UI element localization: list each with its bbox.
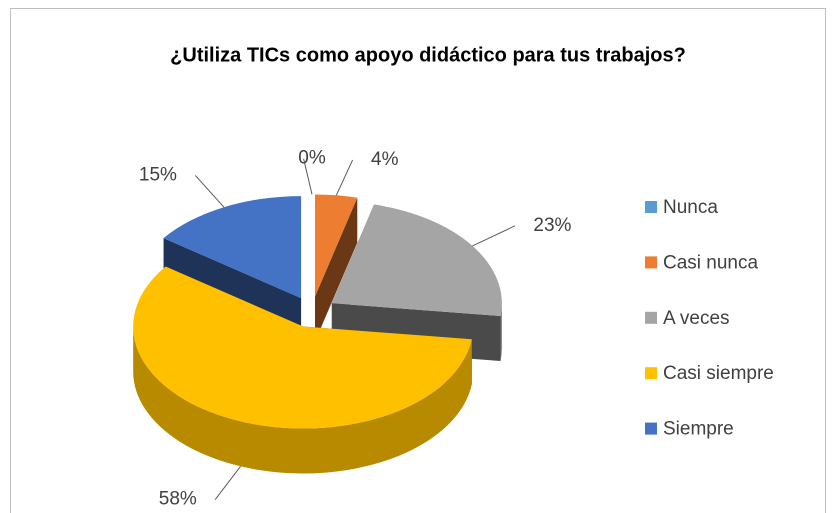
slice-wall	[133, 326, 472, 474]
legend-swatch	[645, 311, 657, 324]
leader-line	[335, 159, 354, 196]
legend-swatch	[645, 422, 657, 435]
pie-slice	[315, 194, 358, 297]
chart-title: ¿Utiliza TICs como apoyo didáctico para …	[170, 44, 686, 66]
pie-slice	[133, 266, 472, 429]
leader-line	[472, 225, 516, 247]
data-label: 0%	[298, 148, 326, 169]
slice-wall	[500, 303, 502, 362]
legend-label: A veces	[663, 308, 730, 329]
data-label: 4%	[371, 149, 399, 170]
data-label: 15%	[139, 164, 177, 185]
legend-swatch	[645, 367, 657, 380]
legend-label: Casi nunca	[663, 252, 758, 273]
data-label: 58%	[159, 489, 197, 510]
legend-swatch	[645, 201, 657, 213]
leader-line	[194, 175, 225, 208]
legend-label: Casi siempre	[663, 363, 774, 384]
pie-slice	[163, 196, 302, 299]
pie-tops	[133, 194, 502, 429]
leader-line	[303, 158, 313, 195]
pie-slice	[331, 204, 502, 317]
legend-swatch	[645, 256, 657, 269]
leader-line	[214, 466, 241, 500]
legend-label: Siempre	[663, 419, 734, 440]
slice-side	[315, 197, 358, 342]
legend-label: Nunca	[663, 197, 718, 218]
data-label: 23%	[533, 215, 571, 236]
